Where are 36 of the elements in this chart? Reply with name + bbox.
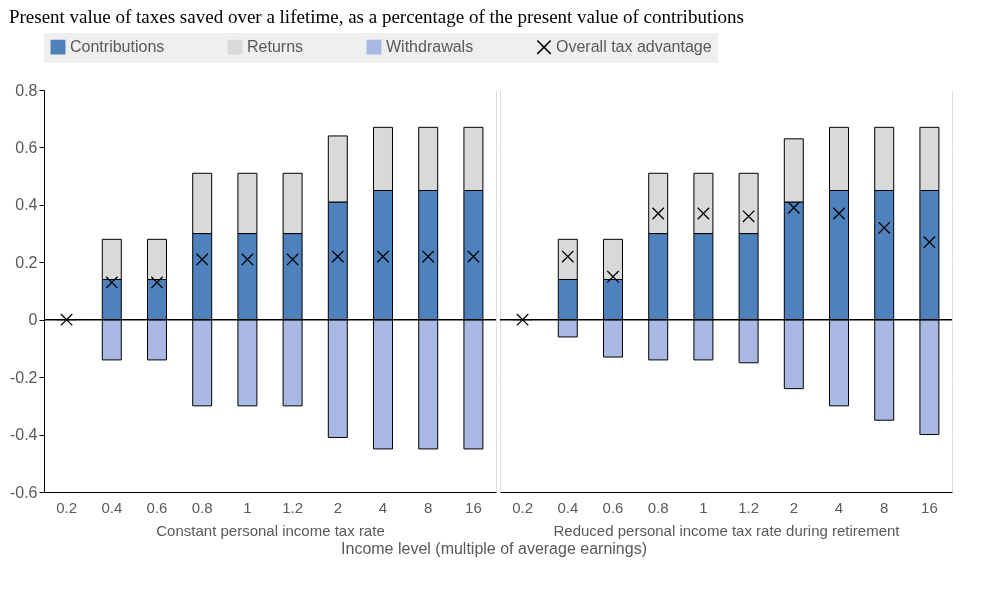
x-tick-label: 0.4 <box>101 498 123 516</box>
y-tick-label: 0.2 <box>15 253 38 271</box>
x-tick-label: 8 <box>880 498 889 516</box>
x-tick-label: 1 <box>243 498 252 516</box>
x-tick-label: 0.8 <box>647 498 669 516</box>
legend-label: Withdrawals <box>386 38 474 56</box>
x-tick-label: 1 <box>699 498 708 516</box>
x-tick-label: 0.8 <box>191 498 213 516</box>
x-tick-label: 4 <box>378 498 388 516</box>
x-tick-label: 1.2 <box>738 498 760 516</box>
x-tick-label: 8 <box>424 498 433 516</box>
x-axis-title: Reduced personal income tax rate during retirement <box>553 521 901 539</box>
y-tick-label: 0.4 <box>15 196 38 214</box>
x-tick-label: 16 <box>465 498 482 516</box>
y-tick-label: -0.2 <box>9 368 38 386</box>
y-tick-label: -0.4 <box>9 426 38 444</box>
x-tick-label: 0.2 <box>56 498 78 516</box>
y-tick-label: 0 <box>28 311 38 329</box>
text: Income level (multiple of average earnings) <box>341 540 647 557</box>
x-tick-label: 0.6 <box>146 498 168 516</box>
x-tick-label: 0.4 <box>557 498 579 516</box>
legend-label: Contributions <box>70 38 165 56</box>
y-tick-label: -0.6 <box>9 483 38 501</box>
x-tick-label: 4 <box>834 498 844 516</box>
chart-title: Present value of taxes saved over a lifetime, as a percentage of the present value of contributions <box>8 6 744 27</box>
legend-label: Overall tax advantage <box>556 38 712 56</box>
y-tick-label: 0.6 <box>15 138 38 156</box>
x-tick-label: 0.2 <box>512 498 534 516</box>
x-tick-label: 16 <box>921 498 938 516</box>
x-axis-title: Constant personal income tax rate <box>156 521 385 539</box>
y-tick-label: 0.8 <box>15 81 38 99</box>
x-tick-label: 2 <box>333 498 342 516</box>
x-tick-label: 0.6 <box>602 498 624 516</box>
legend-label: Returns <box>247 38 304 56</box>
x-tick-label: 2 <box>789 498 798 516</box>
x-tick-label: 1.2 <box>282 498 304 516</box>
